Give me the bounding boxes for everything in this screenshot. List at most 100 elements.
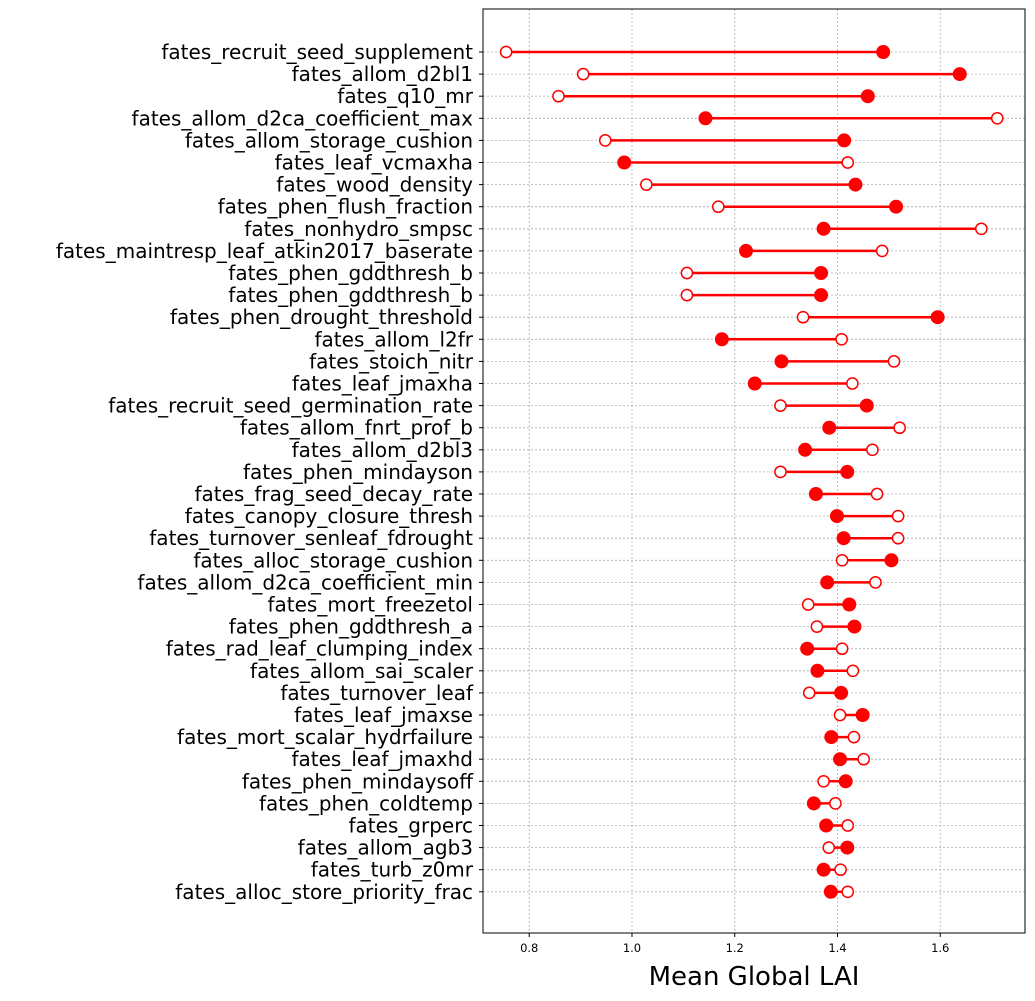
filled-point	[814, 266, 829, 280]
filled-point	[848, 177, 863, 192]
hollow-point	[870, 487, 884, 501]
hollow-point	[499, 45, 513, 59]
filled-point	[884, 553, 899, 568]
category-label: fates_allom_sai_scaler	[250, 659, 474, 683]
category-label: fates_allom_agb3	[298, 836, 473, 860]
filled-point	[816, 221, 831, 236]
category-label: fates_nonhydro_smpsc	[244, 217, 473, 241]
filled-point	[617, 155, 632, 170]
x-tick-label: 1.4	[828, 941, 846, 955]
grid-lines	[483, 9, 1025, 933]
hollow-point	[846, 664, 860, 678]
filled-point	[739, 243, 754, 258]
hollow-point	[869, 576, 882, 589]
filled-point	[806, 796, 821, 811]
category-label: fates_turnover_leaf	[280, 681, 474, 705]
filled-point	[747, 376, 762, 391]
hollow-point	[866, 443, 879, 457]
filled-point	[808, 487, 823, 501]
category-label: fates_phen_mindayson	[243, 460, 473, 484]
category-label: fates_turb_z0mr	[311, 858, 474, 882]
hollow-point	[833, 708, 847, 722]
x-tick-label: 1.0	[623, 941, 641, 955]
hollow-point	[711, 200, 725, 214]
category-label: fates_phen_drought_threshold	[170, 305, 473, 329]
category-label: fates_maintresp_leaf_atkin2017_baserate	[56, 239, 473, 263]
filled-point	[819, 818, 834, 833]
category-label: fates_phen_gddthresh_b	[228, 261, 473, 285]
category-label: fates_rad_leaf_clumping_index	[166, 637, 473, 661]
filled-point	[823, 884, 838, 899]
x-tick-label: 1.6	[931, 941, 949, 955]
filled-point	[833, 752, 848, 767]
category-label: fates_frag_seed_decay_rate	[194, 482, 473, 506]
filled-point	[889, 199, 904, 214]
category-label: fates_q10_mr	[337, 84, 473, 108]
category-label: fates_leaf_vcmaxha	[275, 151, 473, 175]
hollow-point	[774, 399, 787, 412]
category-label: fates_phen_gddthresh_a	[229, 615, 473, 639]
category-label: fates_leaf_jmaxse	[294, 703, 473, 727]
category-label: fates_phen_mindaysoff	[242, 769, 474, 793]
filled-point	[810, 663, 825, 678]
hollow-point	[893, 421, 906, 435]
category-label: fates_phen_flush_fraction	[218, 195, 473, 219]
filled-point	[822, 420, 837, 435]
hollow-point	[835, 642, 849, 656]
y-axis-ticks: fates_recruit_seed_supplement fates_allom…	[56, 40, 483, 904]
hollow-point	[576, 67, 590, 81]
hollow-point	[875, 244, 889, 258]
hollow-point	[974, 222, 988, 236]
category-label: fates_grperc	[348, 814, 473, 838]
hollow-point	[891, 531, 905, 545]
filled-point	[800, 641, 815, 656]
filled-point	[834, 685, 849, 700]
filled-point	[842, 597, 857, 612]
category-label: fates_allom_d2ca_coefficient_min	[137, 570, 473, 594]
filled-point	[840, 464, 855, 479]
dumbbell-series	[499, 45, 1004, 899]
hollow-point	[598, 134, 612, 147]
category-label: fates_allom_d2ca_coefficient_max	[132, 106, 474, 130]
filled-point	[855, 708, 870, 722]
filled-point	[847, 619, 862, 634]
category-label: fates_alloc_store_priority_frac	[175, 880, 473, 904]
category-label: fates_leaf_jmaxhd	[291, 747, 473, 771]
filled-point	[829, 509, 844, 524]
hollow-point	[841, 819, 855, 832]
hollow-point	[887, 355, 901, 368]
hollow-point	[846, 377, 859, 390]
hollow-point	[841, 885, 855, 899]
category-label: fates_recruit_seed_supplement	[161, 40, 473, 64]
filled-point	[836, 531, 851, 546]
filled-point	[876, 45, 891, 59]
hollow-point	[680, 266, 694, 280]
filled-point	[838, 774, 853, 789]
hollow-point	[841, 156, 855, 169]
filled-point	[952, 67, 967, 82]
category-label: fates_canopy_closure_thresh	[185, 504, 473, 528]
x-axis-label: Mean Global LAI	[649, 962, 860, 992]
x-axis-ticks: 0.8 1.0 1.2 1.4 1.6	[520, 933, 949, 955]
hollow-point	[835, 332, 848, 346]
hollow-point	[552, 89, 565, 103]
plot-frame	[482, 8, 1026, 934]
filled-point	[820, 575, 835, 590]
filled-point	[837, 133, 852, 148]
category-label: fates_mort_scalar_hydrfailure	[177, 725, 473, 749]
filled-point	[860, 89, 875, 104]
hollow-point	[801, 598, 815, 611]
x-tick-label: 0.8	[520, 941, 538, 955]
filled-point	[714, 332, 729, 347]
category-label: fates_recruit_seed_germination_rate	[108, 394, 473, 418]
hollow-point	[891, 509, 905, 523]
category-label: fates_stoich_nitr	[309, 349, 474, 373]
category-label: fates_allom_storage_cushion	[185, 128, 473, 152]
filled-point	[840, 840, 855, 855]
hollow-point	[802, 686, 816, 700]
hollow-point	[817, 774, 830, 788]
category-label: fates_wood_density	[276, 173, 473, 197]
category-label: fates_turnover_senleaf_fdrought	[149, 526, 473, 550]
hollow-point	[829, 797, 842, 810]
